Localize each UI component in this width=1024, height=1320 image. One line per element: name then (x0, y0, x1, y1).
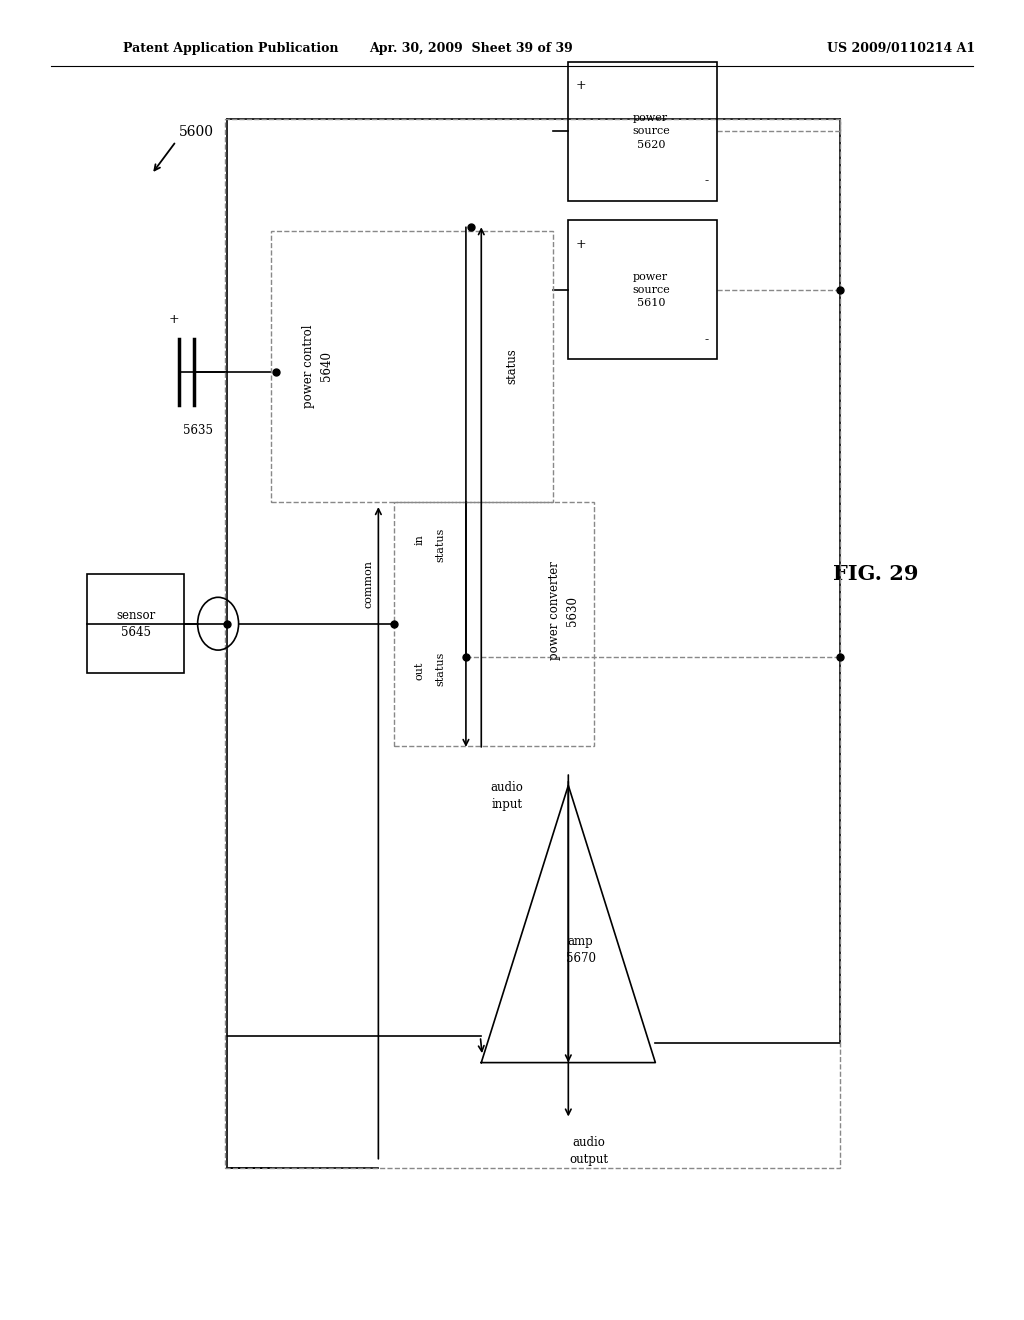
Text: power
source
5610: power source 5610 (632, 272, 670, 308)
Text: status: status (506, 348, 518, 384)
Text: +: + (169, 313, 179, 326)
Text: -: - (705, 174, 709, 187)
Text: status: status (435, 652, 445, 686)
Text: Apr. 30, 2009  Sheet 39 of 39: Apr. 30, 2009 Sheet 39 of 39 (370, 42, 572, 55)
Text: sensor
5645: sensor 5645 (116, 609, 156, 639)
Text: amp
5670: amp 5670 (565, 936, 596, 965)
Text: audio
input: audio input (490, 781, 523, 810)
Bar (225, 119, 840, 1168)
Bar (87, 574, 184, 673)
Text: US 2009/0110214 A1: US 2009/0110214 A1 (827, 42, 975, 55)
Text: in: in (415, 535, 425, 545)
Bar (568, 62, 717, 201)
Bar (568, 220, 717, 359)
Text: Patent Application Publication: Patent Application Publication (123, 42, 338, 55)
Text: -: - (705, 333, 709, 346)
Text: power
source
5620: power source 5620 (632, 114, 670, 149)
Bar (394, 502, 594, 746)
Text: power converter
5630: power converter 5630 (548, 561, 579, 660)
Text: status: status (435, 528, 445, 562)
Text: +: + (575, 238, 586, 251)
Text: power control
5640: power control 5640 (302, 325, 333, 408)
Bar (271, 231, 553, 502)
Text: 5635: 5635 (182, 424, 213, 437)
Text: audio
output: audio output (569, 1137, 608, 1166)
Text: FIG. 29: FIG. 29 (833, 564, 919, 585)
Text: 5600: 5600 (179, 125, 214, 139)
Text: +: + (575, 79, 586, 92)
Text: common: common (364, 560, 374, 609)
Text: out: out (415, 661, 425, 680)
